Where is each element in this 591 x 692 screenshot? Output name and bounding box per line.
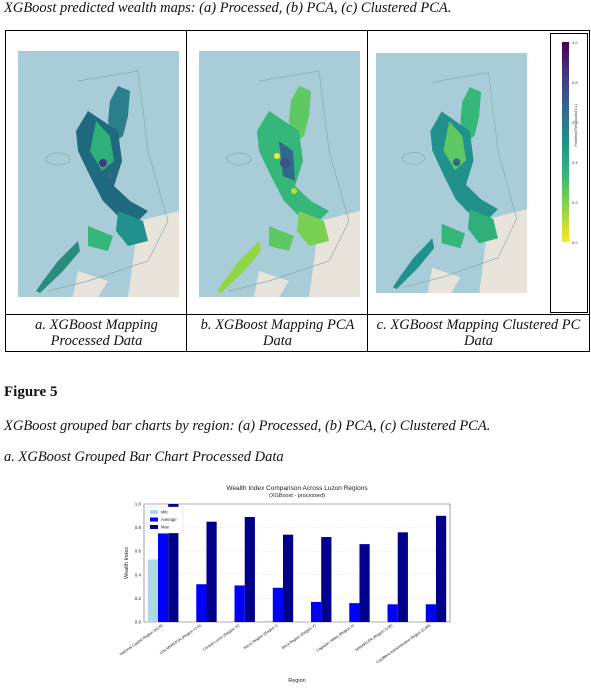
bar (272, 587, 283, 622)
bar (387, 604, 398, 622)
legend-swatch (150, 517, 158, 522)
bar (234, 585, 245, 622)
colorbar: 1.0 0.8 0.6 0.4 0.2 0.0 Predicted RWI (S… (550, 33, 588, 313)
x-tick-label: Ilocos Region (Region I) (243, 623, 279, 650)
legend-label: Average (161, 517, 177, 522)
y-tick-label: 1.0 (135, 502, 142, 507)
y-tick-label: 0.0 (135, 620, 142, 625)
colorbar-gradient (562, 42, 569, 242)
y-axis-label: Wealth Index (124, 547, 130, 579)
map-caption-clustered-pca: c. XGBoost Mapping Clustered PC Data (376, 317, 581, 349)
subfigure-caption: a. XGBoost Grouped Bar Chart Processed D… (4, 449, 284, 465)
map-caption-pca: b. XGBoost Mapping PCA Data (200, 317, 355, 349)
bar (196, 584, 207, 622)
x-tick-label: Cagayan Valley (Region II) (316, 623, 356, 653)
map-clustered-pca (376, 53, 527, 293)
x-tick-label: MIMAROPA (Region IV-B) (355, 623, 394, 652)
x-tick-label: National Capital Region (NCR) (119, 623, 164, 656)
bar (311, 601, 322, 622)
figure-label: Figure 5 (4, 384, 58, 400)
map-caption-processed: a. XGBoost Mapping Processed Data (35, 317, 158, 349)
bar (158, 533, 169, 622)
map-pca (199, 51, 360, 297)
colorbar-tick: 1.0 (572, 40, 578, 45)
figure-description: XGBoost grouped bar charts by region: (a… (4, 418, 491, 434)
colorbar-tick: 0.6 (572, 120, 578, 125)
bar (397, 532, 408, 622)
bar (168, 504, 179, 622)
legend-label: Min (161, 510, 168, 515)
y-tick-label: 0.4 (135, 572, 142, 577)
bar (206, 521, 217, 622)
map-cell-processed (6, 31, 187, 351)
colorbar-label: Predicted RWI (Scaled 0-1) (574, 104, 578, 147)
bar (425, 604, 436, 622)
map-processed (18, 51, 179, 297)
x-tick-label: Central Luzon (Region III) (202, 623, 241, 652)
colorbar-tick: 0.2 (572, 200, 578, 205)
colorbar-tick: 0.8 (572, 80, 578, 85)
bar (435, 515, 447, 622)
x-tick-label: CALABARZON (Region IV-A) (159, 623, 203, 655)
bar (147, 559, 159, 622)
bar (321, 537, 332, 622)
colorbar-tick: 0.4 (572, 160, 578, 165)
legend-label: Max (161, 525, 170, 530)
top-figure-caption: XGBoost predicted wealth maps: (a) Proce… (4, 0, 452, 16)
map-caption-row: a. XGBoost Mapping Processed Data b. XGB… (6, 314, 589, 353)
bar (262, 620, 273, 622)
y-tick-label: 0.6 (135, 549, 142, 554)
map-cell-pca (187, 31, 368, 351)
map-figure-table: 1.0 0.8 0.6 0.4 0.2 0.0 Predicted RWI (S… (5, 30, 590, 352)
x-axis-label: Region (288, 678, 305, 684)
bar (349, 603, 360, 622)
y-tick-label: 0.8 (135, 525, 142, 530)
legend-swatch (150, 510, 158, 514)
bar (244, 516, 255, 622)
legend-swatch (150, 525, 158, 529)
colorbar-tick: 0.0 (572, 240, 578, 245)
x-tick-label: Bicol Region (Region V) (281, 623, 317, 650)
grouped-bar-chart: Wealth Index Comparison Across Luzon Reg… (119, 485, 451, 684)
bar (359, 544, 370, 622)
bar (282, 534, 294, 622)
chart-title: Wealth Index Comparison Across Luzon Reg… (226, 485, 368, 492)
y-tick-label: 0.2 (135, 596, 142, 601)
chart-subtitle: (XGBoost - processed) (269, 493, 325, 499)
